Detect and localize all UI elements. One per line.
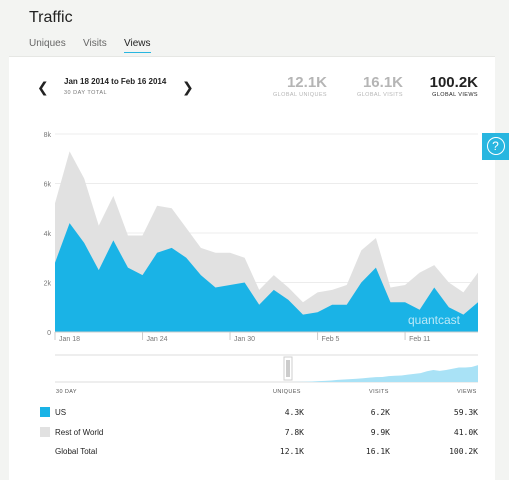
tab-views[interactable]: Views bbox=[124, 38, 151, 53]
stat-label: GLOBAL UNIQUES bbox=[273, 92, 327, 98]
col-header-visits: VISITS bbox=[369, 389, 389, 395]
navigator-handle[interactable] bbox=[283, 356, 293, 381]
series-area-us bbox=[55, 223, 478, 332]
range-navigator[interactable] bbox=[55, 354, 478, 383]
y-tick-label: 8k bbox=[44, 132, 52, 139]
watermark: quantcast bbox=[408, 313, 461, 327]
cell-views: 59.3K bbox=[453, 408, 478, 417]
cell-visits: 6.2K bbox=[370, 408, 390, 417]
x-tick-label: Jan 24 bbox=[147, 336, 168, 343]
y-tick-label: 0 bbox=[47, 330, 51, 337]
chevron-left-icon[interactable]: ❮ bbox=[37, 79, 49, 95]
y-tick-label: 6k bbox=[44, 182, 52, 189]
row-label: Global Total bbox=[55, 447, 98, 456]
row-label: US bbox=[55, 408, 67, 417]
stat-global-visits[interactable]: 16.1K GLOBAL VISITS bbox=[343, 74, 403, 98]
table-row: Rest of World 7.8K 9.9K 41.0K bbox=[29, 427, 481, 441]
tab-visits[interactable]: Visits bbox=[83, 38, 107, 49]
traffic-panel: ❮ Jan 18 2014 to Feb 16 2014 30 DAY TOTA… bbox=[9, 56, 509, 480]
cell-visits: 9.9K bbox=[370, 428, 390, 437]
stat-value: 16.1K bbox=[362, 74, 403, 91]
x-tick-label: Jan 18 bbox=[59, 336, 80, 343]
cell-uniques: 7.8K bbox=[284, 428, 304, 437]
question-icon: ? bbox=[486, 137, 505, 155]
stat-global-uniques[interactable]: 12.1K GLOBAL UNIQUES bbox=[263, 74, 327, 98]
navigator-area bbox=[293, 365, 478, 382]
us-swatch bbox=[40, 407, 50, 417]
page-title: Traffic bbox=[29, 9, 73, 26]
rest-of-world-swatch bbox=[40, 427, 50, 437]
x-tick-label: Feb 5 bbox=[322, 336, 340, 343]
table-row: Global Total 12.1K 16.1K 100.2K bbox=[29, 446, 481, 460]
cell-views: 41.0K bbox=[453, 428, 478, 437]
cell-uniques: 12.1K bbox=[279, 447, 304, 456]
col-header-views: VIEWS bbox=[457, 389, 477, 395]
header: Traffic Uniques Visits Views bbox=[0, 0, 497, 62]
stat-label: GLOBAL VIEWS bbox=[432, 92, 478, 98]
date-range-sub: 30 DAY TOTAL bbox=[64, 90, 108, 96]
table-row: US 4.3K 6.2K 59.3K bbox=[29, 407, 481, 421]
col-header-period: 30 DAY bbox=[56, 389, 77, 395]
y-tick-label: 2k bbox=[44, 281, 52, 288]
date-range-label: Jan 18 2014 to Feb 16 2014 bbox=[64, 77, 167, 86]
x-tick-label: Feb 11 bbox=[409, 336, 430, 343]
cell-views: 100.2K bbox=[449, 447, 478, 456]
help-button[interactable]: ? bbox=[482, 133, 509, 160]
y-tick-label: 4k bbox=[44, 231, 52, 238]
chevron-right-icon[interactable]: ❯ bbox=[182, 79, 194, 95]
tab-uniques[interactable]: Uniques bbox=[29, 38, 66, 49]
cell-visits: 16.1K bbox=[365, 447, 390, 456]
row-label: Rest of World bbox=[55, 428, 104, 437]
x-tick-label: Jan 30 bbox=[234, 336, 255, 343]
stat-label: GLOBAL VISITS bbox=[357, 92, 403, 98]
stat-global-views[interactable]: 100.2K GLOBAL VIEWS bbox=[417, 74, 478, 98]
stat-value: 12.1K bbox=[286, 74, 327, 91]
stat-value: 100.2K bbox=[429, 74, 478, 91]
cell-uniques: 4.3K bbox=[284, 408, 304, 417]
col-header-uniques: UNIQUES bbox=[273, 389, 301, 395]
